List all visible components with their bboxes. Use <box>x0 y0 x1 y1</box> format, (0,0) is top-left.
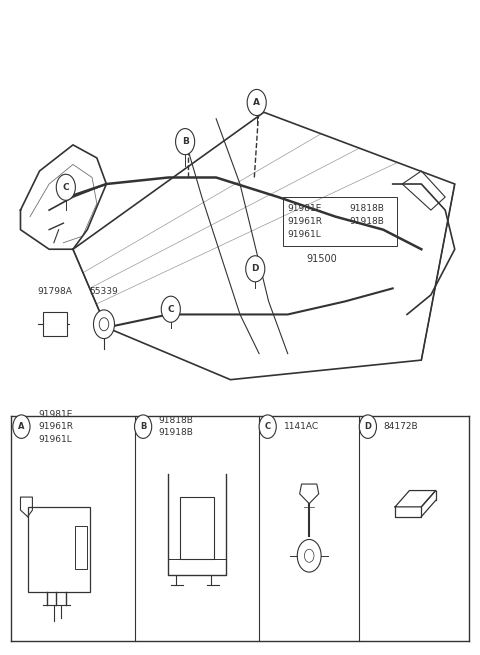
Text: 55339: 55339 <box>90 287 119 296</box>
Text: 91818B: 91818B <box>350 204 384 214</box>
Bar <box>28 507 90 591</box>
Text: 91961L: 91961L <box>288 230 322 238</box>
Bar <box>43 312 67 336</box>
Text: A: A <box>18 422 24 431</box>
Text: 91798A: 91798A <box>37 287 72 296</box>
Circle shape <box>56 174 75 200</box>
Text: C: C <box>168 305 174 314</box>
Bar <box>180 497 214 559</box>
Text: 91500: 91500 <box>307 254 337 264</box>
Circle shape <box>297 540 321 572</box>
Text: A: A <box>253 98 260 107</box>
Text: 91818B
91918B: 91818B 91918B <box>159 416 194 438</box>
Bar <box>75 527 87 569</box>
Circle shape <box>246 255 265 282</box>
Text: 91981E
91961R
91961L: 91981E 91961R 91961L <box>38 409 73 443</box>
Circle shape <box>94 310 115 339</box>
Circle shape <box>99 318 109 331</box>
Circle shape <box>134 415 152 438</box>
Circle shape <box>360 415 376 438</box>
Text: D: D <box>364 422 372 431</box>
Circle shape <box>259 415 276 438</box>
Text: 91918B: 91918B <box>350 217 384 226</box>
Text: B: B <box>140 422 146 431</box>
Text: C: C <box>62 183 69 192</box>
Text: 91961R: 91961R <box>288 217 323 226</box>
Bar <box>283 197 397 246</box>
Circle shape <box>247 90 266 115</box>
Circle shape <box>176 128 195 155</box>
Circle shape <box>304 550 314 562</box>
Text: D: D <box>252 265 259 273</box>
Text: 84172B: 84172B <box>383 422 418 431</box>
Text: 1141AC: 1141AC <box>284 422 319 431</box>
Circle shape <box>13 415 30 438</box>
Text: B: B <box>182 137 189 146</box>
Text: C: C <box>264 422 271 431</box>
Circle shape <box>161 296 180 322</box>
Text: 91981E: 91981E <box>288 204 322 214</box>
